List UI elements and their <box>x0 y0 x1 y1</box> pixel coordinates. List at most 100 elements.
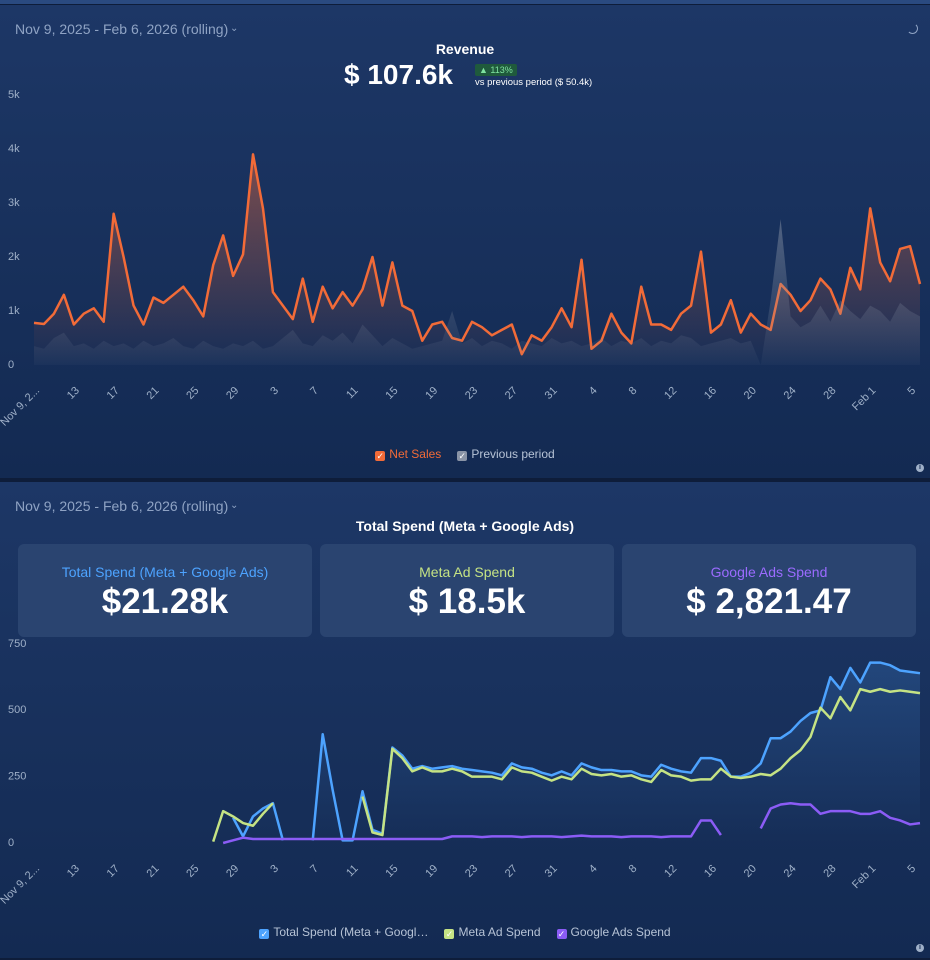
line <box>222 801 921 845</box>
area <box>34 154 920 365</box>
date-range[interactable]: Nov 9, 2025 - Feb 6, 2026 (rolling) <box>15 498 229 514</box>
x-tick-label: 21 <box>144 385 161 402</box>
x-tick-label: 16 <box>702 863 719 880</box>
x-tick-label: 20 <box>742 863 759 880</box>
legend-swatch[interactable]: ✓ <box>444 929 455 939</box>
legend-item[interactable]: ✓ Total Spend (Meta + Googl… <box>259 925 428 939</box>
legend-item[interactable]: ✓ Net Sales <box>375 447 441 461</box>
x-tick-label: 29 <box>224 863 241 880</box>
x-tick-label: 12 <box>662 385 679 402</box>
x-tick-label: 5 <box>905 385 918 398</box>
x-tick-label: 11 <box>344 385 361 402</box>
x-tick-label: 31 <box>543 385 560 402</box>
x-tick-label: 5 <box>905 863 918 876</box>
x-tick-label: 3 <box>268 863 281 876</box>
top-bar <box>0 0 930 4</box>
x-tick-label: 23 <box>463 863 480 880</box>
legend-swatch[interactable]: ✓ <box>375 451 386 461</box>
x-tick-label: 19 <box>423 385 440 402</box>
change-badge: ▲ 113% <box>475 64 517 76</box>
y-tick-label: 1k <box>8 305 20 317</box>
kpi-card: Meta Ad Spend $ 18.5k <box>320 544 614 637</box>
chart: 0 250 500 750 Nov 9, 2... 13 17 21 25 29 3 7 11 15 19 2… <box>0 638 921 907</box>
dropdown-caret[interactable]: ⌄ <box>230 23 239 34</box>
legend-item[interactable]: ✓ Previous period <box>457 447 555 461</box>
kpi-label: Meta Ad Spend <box>419 564 515 580</box>
x-tick-label: Feb 1 <box>850 385 878 413</box>
legend: ✓ Total Spend (Meta + Googl… ✓ Meta Ad Spen… <box>0 925 930 939</box>
y-tick-label: 0 <box>8 837 14 849</box>
x-tick-label: 17 <box>105 385 122 402</box>
legend-item[interactable]: ✓ Google Ads Spend <box>556 925 671 939</box>
dropdown-caret[interactable]: ⌄ <box>230 500 239 511</box>
info-icon[interactable]: i <box>916 464 924 472</box>
info-icon[interactable]: i <box>916 944 924 952</box>
chart-title: Revenue <box>435 41 495 57</box>
chart-title: Total Spend (Meta + Google Ads) <box>355 518 575 534</box>
legend-item[interactable]: ✓ Meta Ad Spend <box>444 925 541 939</box>
kpi-label: Google Ads Spend <box>710 564 828 580</box>
x-tick-label: 25 <box>184 863 201 880</box>
x-tick-label: 11 <box>344 863 361 880</box>
refresh-icon[interactable] <box>907 23 918 34</box>
kpi-card: Total Spend (Meta + Google Ads) $21.28k <box>18 544 312 637</box>
x-tick-label: 29 <box>224 385 241 402</box>
legend-label[interactable]: Previous period <box>471 447 555 461</box>
x-tick-label: 20 <box>742 385 759 402</box>
x-tick-label: 15 <box>383 863 400 880</box>
line <box>212 687 921 843</box>
spend-panel: 0 250 500 750 Nov 9, 2... 13 17 21 25 29 3 7 11 15 19 2… <box>0 482 930 958</box>
kpi-value: $ 18.5k <box>408 582 526 621</box>
y-tick-label: 0 <box>8 359 14 371</box>
x-tick-label: 8 <box>627 385 640 398</box>
y-tick-label: 250 <box>8 771 26 783</box>
x-tick-label: 27 <box>503 385 520 402</box>
x-tick-label: 21 <box>144 863 161 880</box>
x-tick-label: 3 <box>268 385 281 398</box>
area <box>34 219 920 365</box>
x-tick-label: 23 <box>463 385 480 402</box>
x-tick-label: 28 <box>821 385 838 402</box>
revenue-panel: 0 1k 2k 3k 4k 5k Nov 9, 2... 13 17 21 25 29 3 7 11 15 19… <box>0 5 930 478</box>
x-tick-label: 12 <box>662 863 679 880</box>
legend-label[interactable]: Google Ads Spend <box>570 925 671 939</box>
x-tick-label: 19 <box>423 863 440 880</box>
x-tick-label: 17 <box>105 863 122 880</box>
legend-label[interactable]: Net Sales <box>389 447 442 461</box>
kpi-value: $21.28k <box>101 582 229 621</box>
legend-swatch[interactable]: ✓ <box>556 929 567 939</box>
comparison: vs previous period ($ 50.4k) <box>475 77 593 88</box>
kpi-label: Total Spend (Meta + Google Ads) <box>61 564 269 580</box>
kpi-card: Google Ads Spend $ 2,821.47 <box>622 544 916 637</box>
x-tick-label: 7 <box>308 385 321 398</box>
kpi-value: $ 107.6k <box>344 59 453 90</box>
y-tick-label: 3k <box>8 197 20 209</box>
y-tick-label: 5k <box>8 89 20 101</box>
x-tick-label: 15 <box>383 385 400 402</box>
x-tick-label: 4 <box>587 385 600 398</box>
x-tick-label: 28 <box>821 863 838 880</box>
x-tick-label: 25 <box>184 385 201 402</box>
y-tick-label: 500 <box>8 704 26 716</box>
date-range[interactable]: Nov 9, 2025 - Feb 6, 2026 (rolling) <box>15 21 229 37</box>
x-tick-label: 8 <box>627 863 640 876</box>
area <box>233 662 920 843</box>
y-tick-label: 750 <box>8 638 26 650</box>
chart: 0 1k 2k 3k 4k 5k Nov 9, 2... 13 17 21 25 29 3 7 11 15 19… <box>0 89 922 429</box>
legend-label[interactable]: Meta Ad Spend <box>458 925 541 939</box>
y-tick-label: 4k <box>8 143 20 155</box>
x-tick-label: 24 <box>782 863 799 880</box>
x-tick-label: 7 <box>308 863 321 876</box>
x-tick-label: 13 <box>65 385 82 402</box>
x-tick-label: 13 <box>65 863 82 880</box>
x-tick-label: Nov 9, 2... <box>0 385 42 429</box>
y-tick-label: 2k <box>8 251 20 263</box>
legend-label[interactable]: Total Spend (Meta + Googl… <box>273 925 429 939</box>
x-tick-label: 4 <box>587 863 600 876</box>
legend-swatch[interactable]: ✓ <box>457 451 468 461</box>
legend-swatch[interactable]: ✓ <box>259 929 270 939</box>
x-tick-label: 16 <box>702 385 719 402</box>
x-tick-label: Nov 9, 2... <box>0 863 42 907</box>
x-tick-label: 24 <box>782 385 799 402</box>
